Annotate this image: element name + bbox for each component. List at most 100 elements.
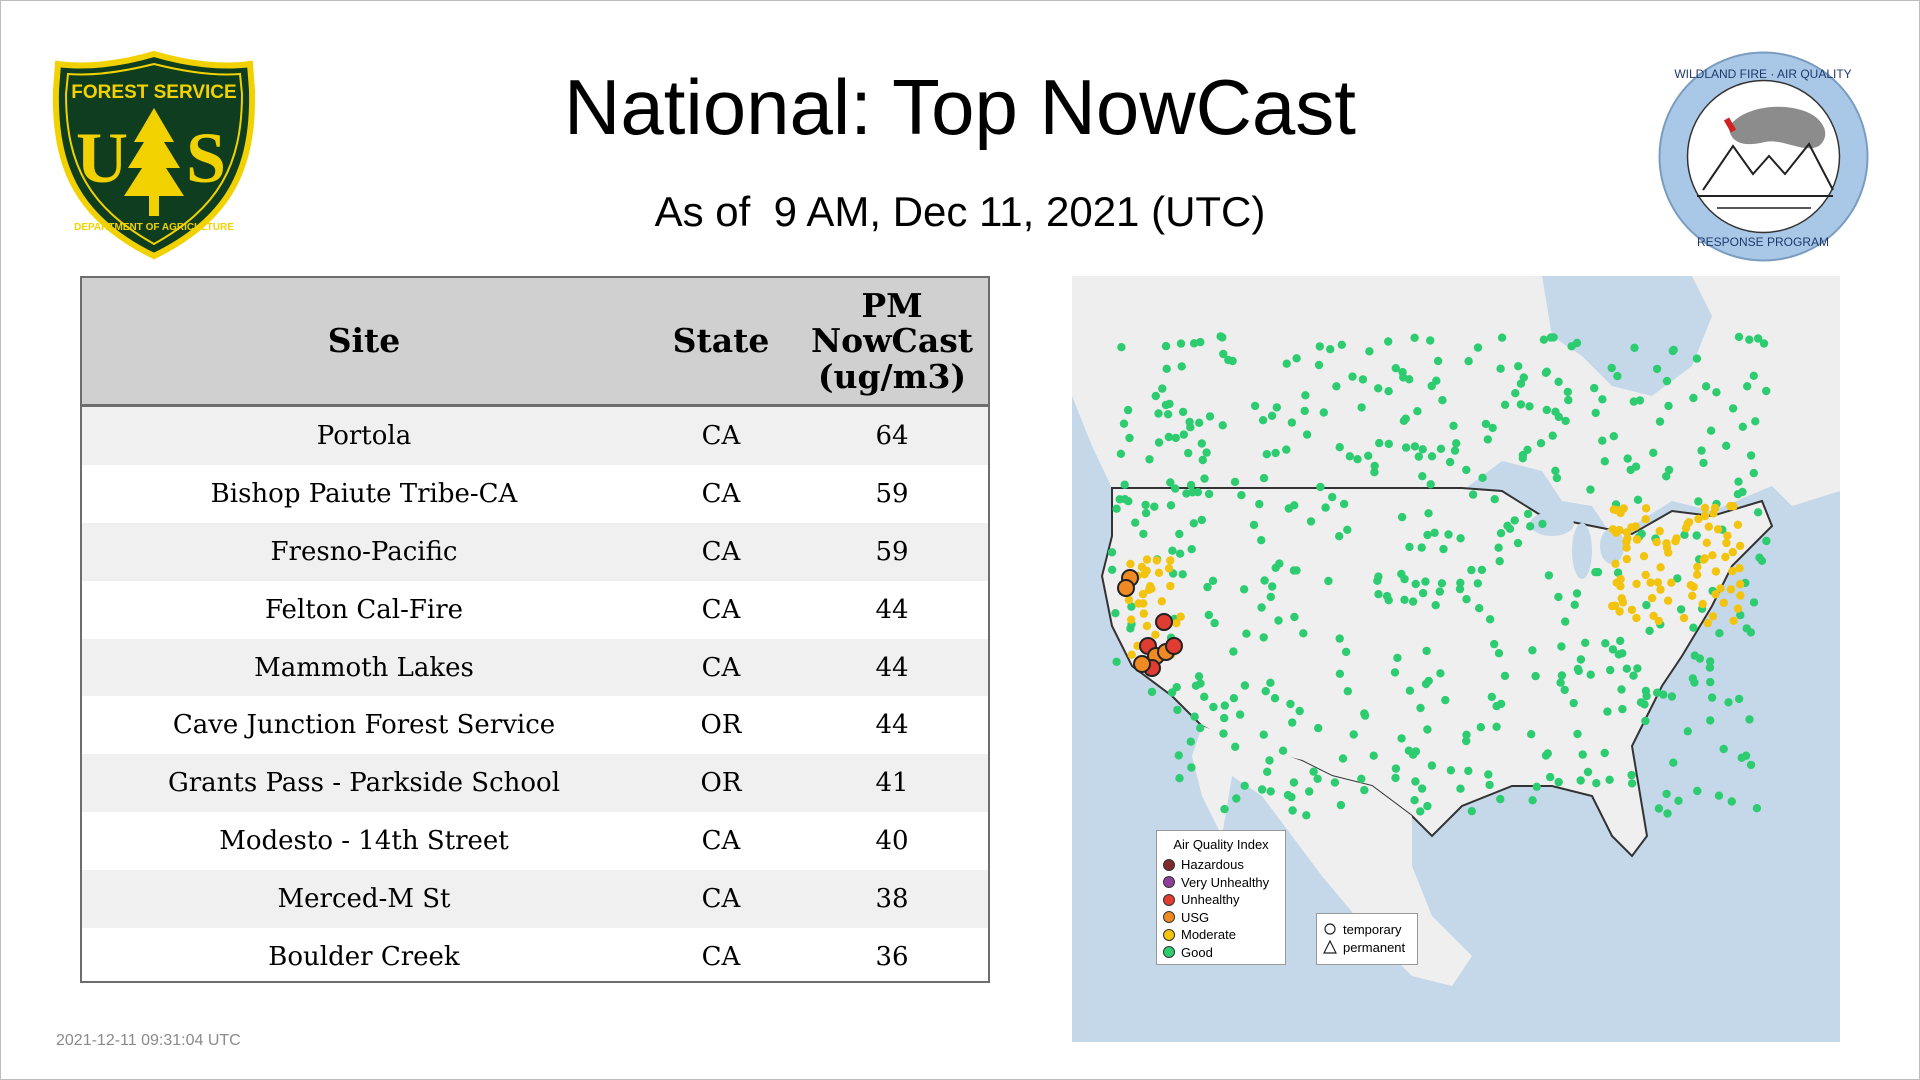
cell-value: 64 <box>796 405 988 465</box>
monitor-dot-good <box>1435 587 1444 596</box>
monitor-dot-good <box>1569 698 1578 708</box>
monitor-dot-good <box>1753 334 1763 343</box>
monitor-dot-good <box>1182 489 1191 498</box>
monitor-dot-good <box>1645 626 1654 635</box>
monitor-dot-good <box>1706 716 1715 725</box>
monitor-dot-good <box>1399 416 1409 425</box>
cell-value: 38 <box>796 870 988 929</box>
monitor-dot-good <box>1228 356 1237 366</box>
monitor-dot-good <box>1287 418 1297 427</box>
generated-timestamp: 2021-12-11 09:31:04 UTC <box>56 1032 241 1049</box>
monitor-dot-good <box>1287 792 1296 802</box>
monitor-dot-good <box>1714 791 1724 800</box>
monitor-dot-good <box>1554 412 1563 422</box>
legend-swatch-unhealthy <box>1163 893 1175 906</box>
monitor-dot-good <box>1751 417 1760 426</box>
monitor-dot-good <box>1229 647 1238 656</box>
monitor-dot-good <box>1189 339 1199 348</box>
monitor-dot-good <box>1446 766 1456 775</box>
monitor-dot-good <box>1746 451 1756 460</box>
monitor-dot-good <box>1286 699 1295 709</box>
monitor-dot-good <box>1360 785 1369 795</box>
monitor-dot-good <box>1282 445 1291 454</box>
monitor-dot-good <box>1484 770 1493 779</box>
monitor-dot-good <box>1591 408 1600 418</box>
monitor-dot-good <box>1314 360 1324 370</box>
cell-value: 59 <box>796 522 988 581</box>
monitor-dot-moderate <box>1711 590 1720 599</box>
monitor-dot-good <box>1605 775 1614 784</box>
monitor-dot-good <box>1391 364 1400 373</box>
monitor-dot-good <box>1503 521 1512 530</box>
monitor-dot-good <box>1208 576 1218 585</box>
monitor-dot-good <box>1475 604 1484 613</box>
logo-fs-bottom-text: DEPARTMENT OF AGRICULTURE <box>74 222 234 233</box>
monitor-dot-good <box>1668 346 1677 356</box>
monitor-dot-good <box>1205 412 1215 421</box>
monitor-dot-good <box>1237 491 1246 500</box>
monitor-dot-good <box>1649 448 1658 457</box>
monitor-dot-good <box>1464 357 1473 366</box>
monitor-dot-good <box>1271 448 1280 458</box>
monitor-dot-good <box>1554 592 1563 602</box>
monitor-dot-good <box>1749 598 1759 607</box>
monitor-dot-good <box>1541 751 1551 760</box>
cell-state: CA <box>646 812 796 871</box>
monitor-dot-large <box>1155 613 1173 631</box>
monitor-dot-good <box>1437 579 1447 588</box>
monitor-dot-good <box>1422 646 1431 656</box>
monitor-dot-good <box>1664 401 1673 411</box>
cell-value: 41 <box>796 754 988 813</box>
monitor-dot-good <box>1171 484 1180 493</box>
monitor-dot-good <box>1370 461 1379 471</box>
monitor-dot-good <box>1444 530 1453 539</box>
table-row: Fresno-Pacific CA 59 <box>82 522 988 581</box>
monitor-dot-good <box>1364 451 1373 460</box>
cell-state: CA <box>646 928 796 981</box>
monitor-dot-good <box>1724 698 1733 707</box>
monitor-dot-good <box>1301 391 1310 400</box>
monitor-dot-moderate <box>1608 601 1617 611</box>
monitor-dot-good <box>1762 386 1771 396</box>
monitor-dot-good <box>1630 343 1639 352</box>
monitor-dot-good <box>1430 528 1439 537</box>
monitor-dot-good <box>1436 444 1446 453</box>
monitor-dot-good <box>1514 362 1523 371</box>
monitor-dot-good <box>1680 530 1689 539</box>
monitor-dot-good <box>1511 389 1520 398</box>
monitor-dot-good <box>1337 340 1346 349</box>
table-row: Mammoth Lakes CA 44 <box>82 638 988 697</box>
monitor-dot-good <box>1391 773 1400 783</box>
monitor-dot-good <box>1232 794 1241 803</box>
monitor-dot-moderate <box>1631 522 1640 531</box>
monitor-dot-good <box>1664 465 1674 475</box>
monitor-dot-good <box>1274 616 1283 625</box>
cell-site: Grants Pass - Parkside School <box>82 754 646 813</box>
monitor-dot-moderate <box>1683 519 1692 528</box>
monitor-dot-good <box>1757 556 1767 565</box>
monitor-dot-moderate <box>1708 612 1718 621</box>
monitor-dot-good <box>1667 692 1677 701</box>
monitor-dot-moderate <box>1137 562 1147 572</box>
monitor-dot-good <box>1526 522 1535 531</box>
monitor-dot-good <box>1178 407 1188 417</box>
monitor-dot-moderate <box>1166 581 1175 591</box>
monitor-dot-good <box>1462 736 1471 746</box>
monitor-dot-good <box>1737 753 1746 762</box>
monitor-dot-good <box>1302 430 1312 439</box>
monitor-dot-good <box>1478 473 1487 482</box>
monitor-dot-good <box>1563 387 1572 397</box>
monitor-dot-moderate <box>1688 591 1697 600</box>
monitor-dot-good <box>1627 770 1636 780</box>
monitor-dot-moderate <box>1671 537 1680 546</box>
monitor-dot-good <box>1147 687 1157 697</box>
cell-site: Felton Cal-Fire <box>82 580 646 639</box>
monitor-dot-good <box>1184 448 1193 458</box>
monitor-dot-good <box>1266 678 1275 687</box>
page-subtitle: As of 9 AM, Dec 11, 2021 (UTC) <box>654 188 1266 235</box>
monitor-dot-good <box>1593 567 1603 577</box>
monitor-dot-good <box>1494 543 1503 552</box>
legend-label: Good <box>1181 944 1213 960</box>
monitor-dot-good <box>1490 495 1499 504</box>
monitor-dot-good <box>1640 700 1649 709</box>
